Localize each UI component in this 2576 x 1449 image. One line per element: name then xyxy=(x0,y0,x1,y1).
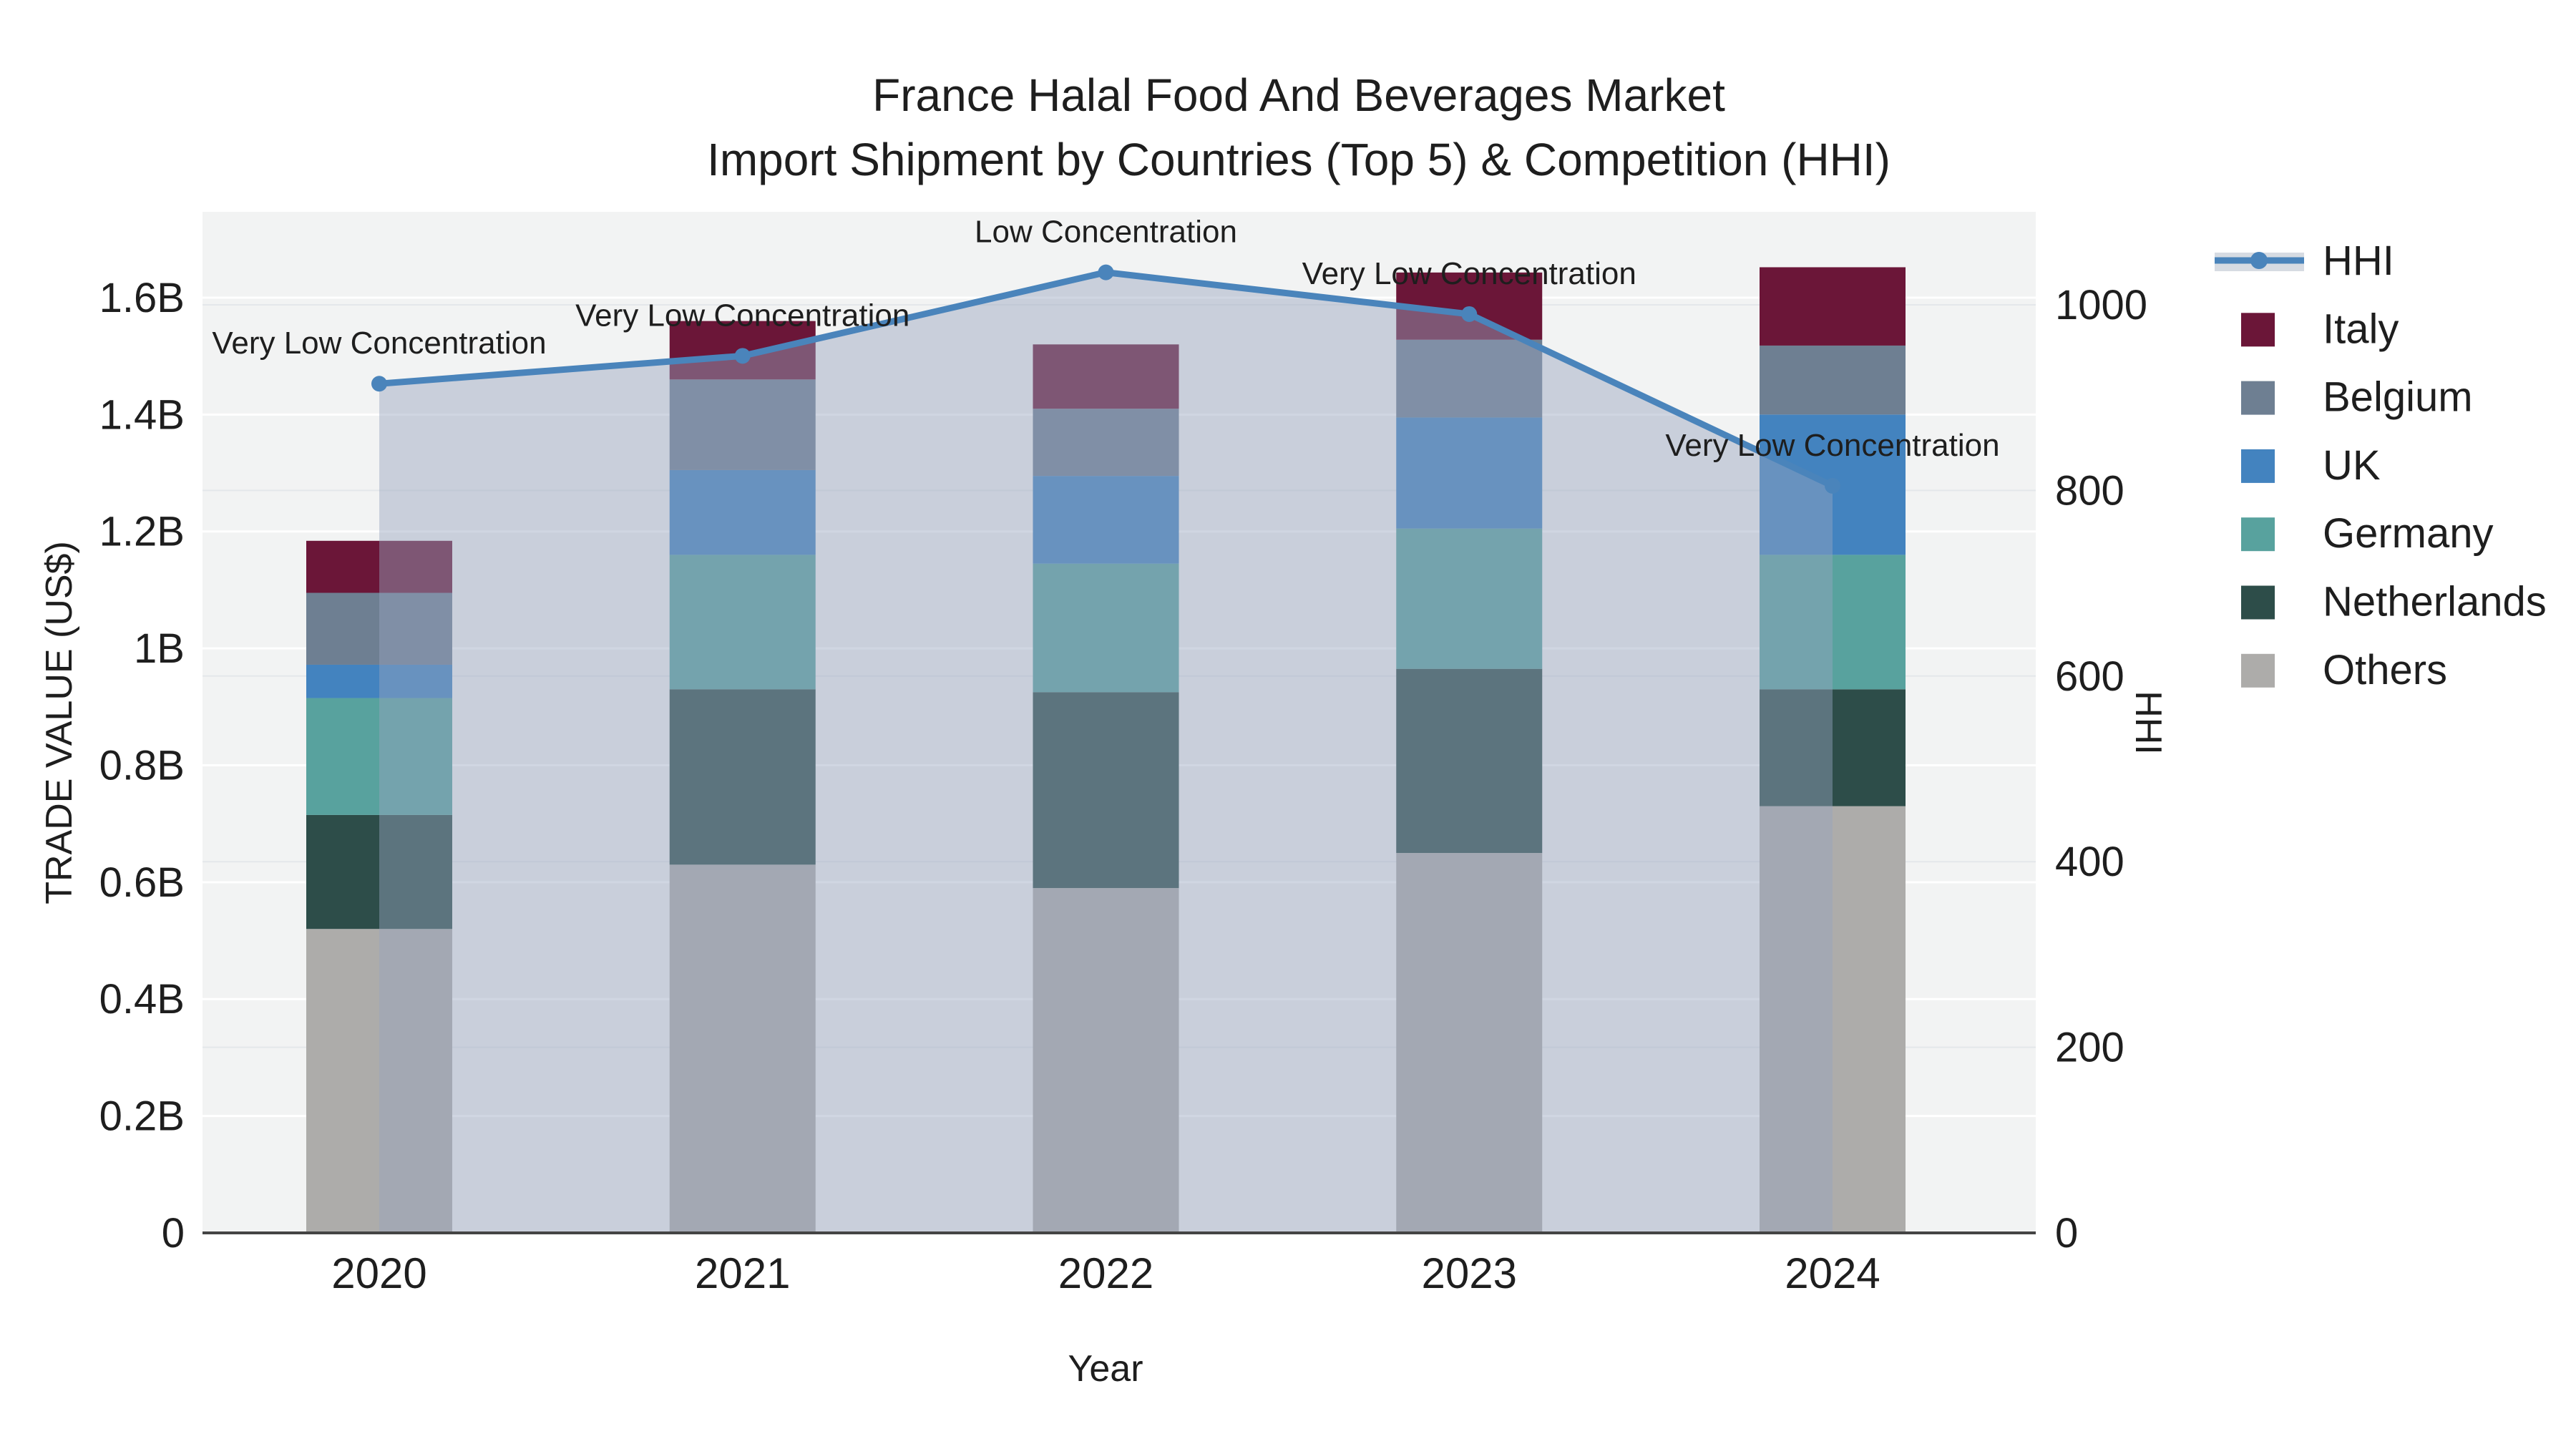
bar-segment-italy-2020 xyxy=(306,540,452,593)
y-left-tick: 1.2B xyxy=(99,509,185,555)
x-tick-2022: 2022 xyxy=(1058,1249,1153,1297)
legend-swatch-others xyxy=(2241,653,2275,688)
y-right-tick: 600 xyxy=(2055,653,2124,700)
chart-title-line1: France Halal Food And Beverages Market xyxy=(872,69,1725,121)
bar-segment-italy-2024 xyxy=(1760,267,1906,346)
y-left-tick: 0 xyxy=(162,1210,185,1257)
stacked-bars xyxy=(306,267,1906,1233)
bar-segment-netherlands-2024 xyxy=(1760,689,1906,806)
y-left-tick: 0.4B xyxy=(99,976,185,1023)
legend-swatch-italy xyxy=(2241,313,2275,347)
y-right-tick: 1000 xyxy=(2055,282,2147,328)
bar-segment-uk-2022 xyxy=(1033,476,1179,564)
hhi-marker-2024 xyxy=(1825,477,1840,494)
bar-segment-others-2024 xyxy=(1760,806,1906,1233)
annotation-2023: Very Low Concentration xyxy=(1302,256,1636,291)
y-left-tick: 1.6B xyxy=(99,275,185,321)
annotation-2020: Very Low Concentration xyxy=(212,326,546,361)
bar-segment-netherlands-2020 xyxy=(306,814,452,930)
x-axis-title: Year xyxy=(1068,1348,1143,1390)
x-tick-2023: 2023 xyxy=(1422,1249,1517,1297)
legend-item-hhi[interactable]: HHI xyxy=(2215,238,2394,284)
hhi-marker-2023 xyxy=(1461,306,1478,322)
y-right-tick: 0 xyxy=(2055,1210,2078,1257)
bar-segment-belgium-2023 xyxy=(1396,339,1543,418)
bar-segment-belgium-2024 xyxy=(1760,345,1906,415)
legend-item-others[interactable]: Others xyxy=(2241,647,2447,693)
legend-swatch-netherlands xyxy=(2241,585,2275,620)
bar-segment-germany-2021 xyxy=(669,555,816,690)
y-right-tick: 800 xyxy=(2055,467,2124,514)
y-right-tick: 200 xyxy=(2055,1025,2124,1071)
bar-segment-germany-2024 xyxy=(1760,555,1906,690)
bar-segment-others-2023 xyxy=(1396,853,1543,1233)
bar-segment-germany-2022 xyxy=(1033,563,1179,693)
hhi-marker-2020 xyxy=(371,376,387,392)
y-left-tick: 0.2B xyxy=(99,1093,185,1140)
bar-segment-germany-2023 xyxy=(1396,528,1543,669)
y-right-axis-title: HHI xyxy=(2127,691,2169,755)
legend: HHI Italy Belgium UK Germany Netherlands Other… xyxy=(2215,238,2547,693)
legend-label: HHI xyxy=(2323,238,2394,284)
bar-segment-uk-2020 xyxy=(306,664,452,698)
bar-segment-belgium-2020 xyxy=(306,592,452,665)
legend-swatch-germany xyxy=(2241,517,2275,552)
y-right-tick: 400 xyxy=(2055,839,2124,885)
bar-segment-uk-2021 xyxy=(669,469,816,555)
bar-segment-netherlands-2023 xyxy=(1396,668,1543,854)
legend-swatch-belgium xyxy=(2241,381,2275,415)
bar-segment-netherlands-2022 xyxy=(1033,692,1179,889)
chart-title-line2: Import Shipment by Countries (Top 5) & C… xyxy=(707,134,1890,185)
legend-swatch-uk xyxy=(2241,449,2275,483)
bar-segment-belgium-2021 xyxy=(669,379,816,470)
bar-segment-germany-2020 xyxy=(306,698,452,815)
hhi-marker-2021 xyxy=(734,348,751,364)
x-tick-2021: 2021 xyxy=(695,1249,790,1297)
bar-segment-belgium-2022 xyxy=(1033,409,1179,477)
annotation-2022: Low Concentration xyxy=(975,215,1237,250)
legend-item-belgium[interactable]: Belgium xyxy=(2241,374,2473,421)
hhi-area-polygon xyxy=(379,272,1833,1234)
bar-segment-others-2022 xyxy=(1033,888,1179,1233)
annotation-2021: Very Low Concentration xyxy=(575,298,909,333)
bar-segment-netherlands-2021 xyxy=(669,689,816,865)
legend-item-netherlands[interactable]: Netherlands xyxy=(2241,579,2547,625)
y-left-tick: 1B xyxy=(134,625,185,672)
x-tick-2024: 2024 xyxy=(1785,1249,1880,1297)
x-tick-2020: 2020 xyxy=(331,1249,426,1297)
annotations: Very Low Concentration Very Low Concentra… xyxy=(212,215,1999,463)
legend-label: Italy xyxy=(2323,306,2399,352)
legend-hhi-marker xyxy=(2250,252,2268,269)
hhi-area-fill xyxy=(379,272,1833,1234)
hhi-marker-2022 xyxy=(1098,264,1114,280)
y-left-tick: 0.6B xyxy=(99,859,185,906)
axis-ticks: 0 0.2B 0.4B 0.6B 0.8B 1B 1.2B 1.4B 1.6B 0 200 400 60… xyxy=(99,275,2147,1297)
legend-label: Netherlands xyxy=(2323,579,2547,625)
legend-label: Others xyxy=(2323,647,2447,693)
legend-item-uk[interactable]: UK xyxy=(2241,442,2381,489)
bar-segment-others-2021 xyxy=(669,864,816,1233)
y-left-axis-title: TRADE VALUE (US$) xyxy=(39,541,80,904)
legend-label: Belgium xyxy=(2323,374,2473,421)
hhi-line xyxy=(371,264,1840,494)
legend-item-italy[interactable]: Italy xyxy=(2241,306,2399,352)
bar-segment-italy-2022 xyxy=(1033,344,1179,409)
y-left-tick: 1.4B xyxy=(99,391,185,438)
bar-segment-others-2020 xyxy=(306,929,452,1233)
annotation-2024: Very Low Concentration xyxy=(1665,428,1999,463)
legend-item-germany[interactable]: Germany xyxy=(2241,510,2494,557)
y-left-tick: 0.8B xyxy=(99,742,185,789)
legend-label: Germany xyxy=(2323,510,2494,557)
bar-segment-uk-2023 xyxy=(1396,417,1543,529)
legend-label: UK xyxy=(2323,442,2381,489)
